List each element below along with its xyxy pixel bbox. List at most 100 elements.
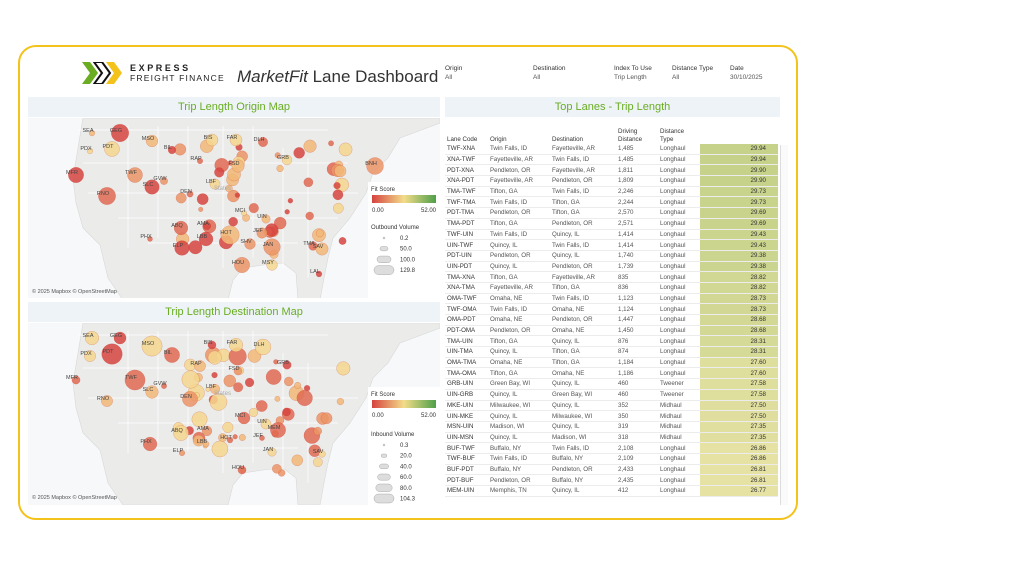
volume-icon [375,483,393,492]
table-cell: 2,435 [616,474,658,486]
table-cell: Longhaul [658,464,700,476]
logo-mark [82,62,122,84]
filter-value[interactable]: 30/10/2025 [730,74,763,81]
score-cell: 29.73 [700,196,778,209]
filter-value[interactable]: All [672,74,680,81]
volume-bubble [223,374,237,388]
city-label: TMA [303,241,315,247]
volume-bubble [173,425,189,441]
table-cell: 352 [616,400,658,412]
table-cell: TMA-PDT [445,218,488,230]
table-cell: Longhaul [658,293,700,305]
table-cell: Quincy, IL [550,335,616,348]
volume-bubble [315,229,324,238]
table-cell: UIN-TMA [445,346,488,358]
table-cell: Longhaul [658,442,700,454]
volume-bubble [333,181,341,190]
city-label: LBB [197,234,208,240]
table-cell: OMA-TWF [445,293,488,305]
city-label: HOU [232,465,244,471]
volume-bubble [232,434,238,440]
table-row: BUF-PDT Buffalo, NY Pendleton, OR 2,433 Long… [445,464,778,476]
table-cell: Longhaul [658,325,700,337]
city-label: FAR [227,135,238,141]
volume-bubble [220,225,240,245]
column-header: Distance Type [660,128,685,143]
table-cell: Longhaul [658,282,700,294]
table-cell: OMA-TMA [445,357,488,369]
volume-bubble [84,330,100,346]
table-cell: TMA-UIN [445,335,488,348]
table-cell: 1,184 [616,357,658,369]
table-cell: Twin Falls, ID [488,303,550,315]
city-label: ABQ [171,428,183,434]
table-cell: Milwaukee, WI [488,400,550,412]
table-row: OMA-TWF Omaha, NE Twin Falls, ID 1,123 Longh… [445,293,778,305]
table-cell: Tifton, GA [488,186,550,198]
filter-value[interactable]: All [533,74,541,81]
table-cell: Quincy, IL [488,389,550,401]
table-row: UIN-TWF Quincy, IL Twin Falls, ID 1,414 Long… [445,239,778,251]
table-cell: TMA-OMA [445,367,488,380]
volume-bubble [315,270,323,278]
table-cell: Quincy, IL [488,432,550,444]
table-cell: 874 [616,346,658,358]
table-cell: Buffalo, NY [550,474,616,486]
table-cell: 1,811 [616,164,658,177]
volume-bubble [192,434,205,447]
score-cell: 28.31 [700,346,778,358]
volume-bubble [328,140,334,147]
table-cell: Buffalo, NY [488,442,550,454]
table-cell: 1,414 [616,239,658,251]
table-cell: UIN-GRB [445,389,488,401]
filter-label[interactable]: Destination [533,65,566,72]
filter-label[interactable]: Date [730,65,744,72]
table-row: MSN-UIN Madison, WI Quincy, IL 319 Midhaul 27… [445,421,778,433]
table-cell: GRB-UIN [445,378,488,390]
table-cell: Quincy, IL [550,250,616,262]
destination-map: States SEA GEG MSO PDX PDT BIL BIS FAR DLH RAP FSD M… [28,323,440,505]
legend-label: 129.8 [400,268,416,274]
table-cell: 2,108 [616,442,658,454]
filter-value[interactable]: Trip Length [614,74,647,81]
table-cell: PDT-XNA [445,164,488,177]
city-label: MFR [66,170,78,176]
city-label: AMA [197,426,209,432]
brand-line: FREIGHT FINANCE [130,73,225,83]
volume-bubble [260,418,272,430]
volume-bubble [167,145,177,155]
volume-icon [382,236,386,240]
volume-bubble [284,209,290,215]
scrollbar[interactable] [780,145,788,505]
filter-label[interactable]: Distance Type [672,65,714,72]
volume-bubble [147,236,153,242]
score-cell: 29.94 [700,154,778,166]
city-label: BNH [365,161,377,167]
table-cell: Twin Falls, ID [488,453,550,465]
volume-bubble [305,211,314,221]
table-row: OMA-TMA Omaha, NE Tifton, GA 1,184 Longhaul 2… [445,357,778,369]
table-cell: Longhaul [658,144,700,155]
score-cell: 29.38 [700,261,778,273]
table-cell: Pendleton, OR [550,314,616,326]
score-cell: 27.58 [700,378,778,390]
city-label: MSO [142,341,155,347]
volume-bubble [214,167,225,178]
volume-bubble [332,202,344,214]
filter-label[interactable]: Index To Use [614,65,652,72]
table-container: Lane Code Origin Destination Driving Distan… [445,122,789,505]
volume-bubble [315,242,329,256]
table-cell: 1,450 [616,325,658,337]
volume-bubble [283,376,294,387]
column-header: Origin [490,136,507,143]
score-cell: 27.35 [700,421,778,433]
volume-bubble [282,407,291,417]
table-cell: 1,485 [616,154,658,166]
city-label: ELP [173,243,184,249]
fit-score-scale [372,400,436,408]
filter-label[interactable]: Origin [445,65,463,72]
filter-value[interactable]: All [445,74,453,81]
column-header: Driving Distance [618,128,643,143]
volume-bubble [234,192,241,198]
table-cell: Green Bay, WI [550,389,616,401]
